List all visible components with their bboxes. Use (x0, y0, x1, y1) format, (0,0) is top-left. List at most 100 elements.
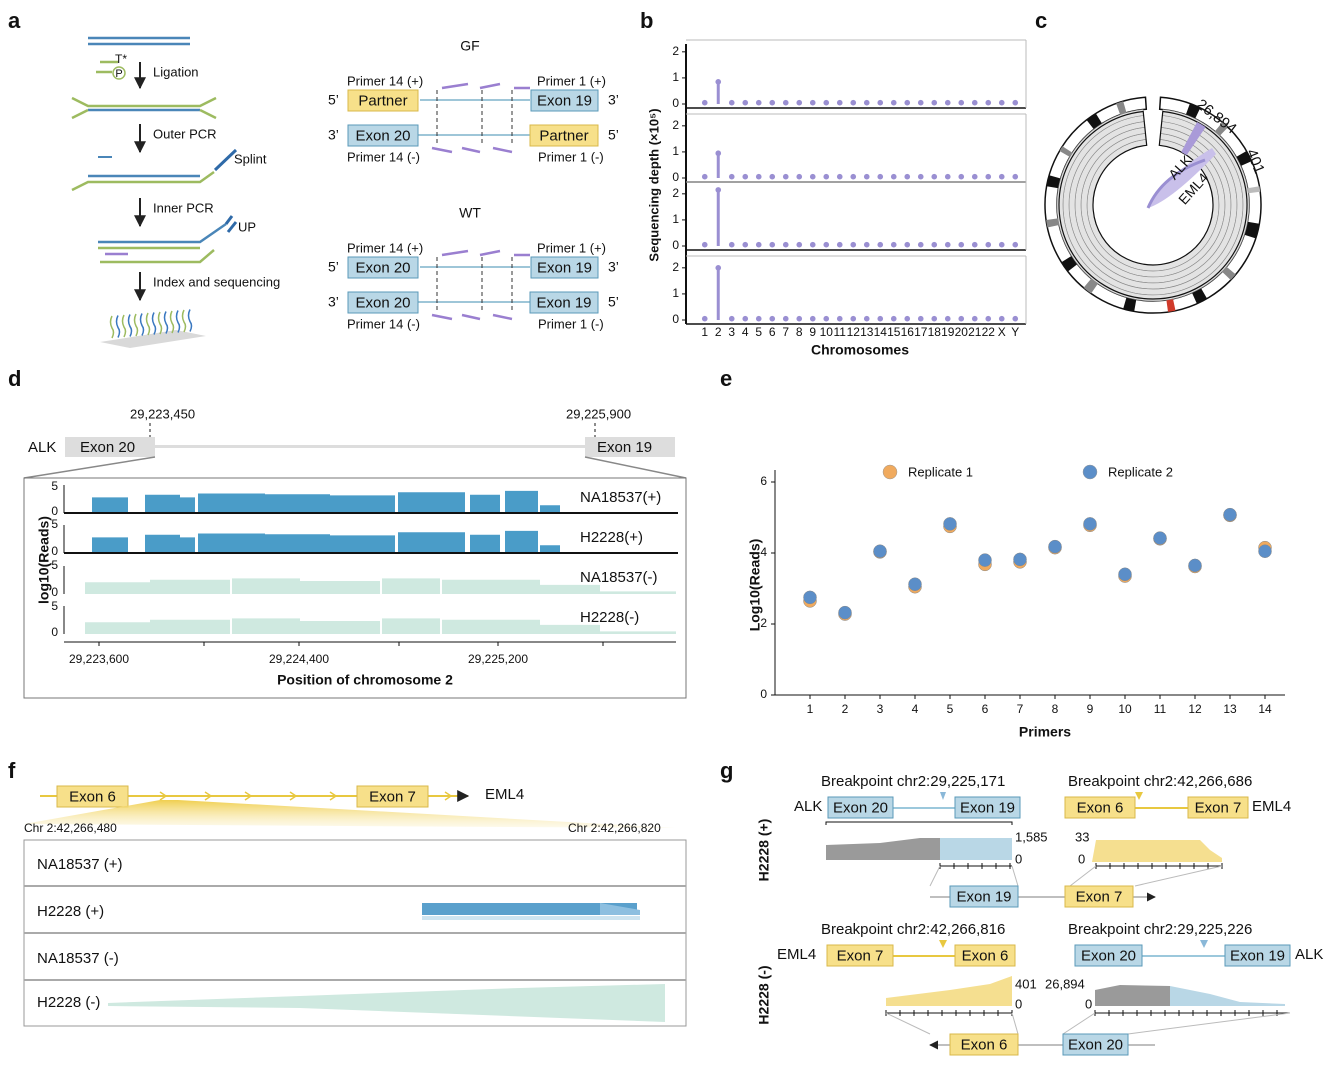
y-tick-label: 2 (672, 118, 679, 132)
coverage (1170, 986, 1285, 1006)
shape (151, 312, 157, 335)
point (1188, 558, 1202, 573)
shape (109, 315, 115, 339)
shape (71, 170, 215, 192)
dot (985, 315, 992, 322)
dot (728, 99, 735, 106)
dot (985, 99, 992, 106)
dot (769, 241, 776, 248)
label: EML4 (485, 786, 524, 803)
panel-label: c (1035, 8, 1047, 33)
point (873, 544, 887, 558)
x-tick-label: 5 (755, 325, 762, 339)
dot (917, 99, 924, 106)
dot (904, 173, 911, 180)
shape (157, 311, 163, 335)
legend-swatch (882, 464, 898, 480)
x-tick-label: 11 (834, 325, 847, 339)
exon-label: Exon 19 (537, 92, 592, 109)
dot (728, 315, 735, 322)
primer-label: Primer 14 (+) (347, 240, 423, 255)
x-tick-label: 17 (914, 325, 928, 339)
dot (823, 241, 830, 248)
dot (715, 265, 722, 271)
dot (809, 99, 816, 106)
exon-label: Exon 19 (537, 259, 592, 276)
exon-box (949, 1033, 1019, 1056)
exon-box (585, 437, 675, 457)
y-tick-label: 1 (672, 212, 679, 226)
dot (701, 315, 708, 322)
label: Chr 2:42,266,820 (568, 821, 661, 835)
coverage (940, 838, 1012, 860)
point (838, 605, 852, 620)
dot (728, 173, 735, 180)
label: ALK (28, 439, 56, 456)
label: Splint (234, 151, 267, 166)
x-tick-label: 16 (901, 325, 915, 339)
point (908, 577, 922, 591)
dot (904, 315, 911, 322)
dot (742, 173, 749, 180)
x-axis-label: Primers (1019, 724, 1071, 740)
shape (187, 309, 193, 332)
dot (958, 315, 965, 322)
coverage (600, 903, 640, 915)
exon-label: Exon 19 (597, 439, 652, 456)
exon-box (347, 291, 419, 314)
exon-label: Exon 19 (536, 294, 591, 311)
primer-label: Primer 1 (-) (538, 149, 604, 164)
label: 3’ (608, 92, 619, 108)
primer-label: Primer 1 (-) (538, 316, 604, 331)
track-tick: 0 (51, 504, 58, 518)
x-tick-label: 14 (874, 325, 888, 339)
dot (809, 241, 816, 248)
dot (782, 99, 789, 106)
dot (877, 99, 884, 106)
shape (145, 312, 151, 336)
legend-label: Replicate 1 (908, 464, 973, 479)
exon-label: Exon 20 (355, 259, 410, 276)
dot (715, 150, 722, 157)
coverage (70, 578, 676, 594)
exon-label: Exon 7 (369, 788, 416, 805)
coverage (1092, 840, 1222, 862)
dot (755, 315, 762, 322)
step-label: Index and sequencing (153, 274, 280, 289)
point (1258, 544, 1272, 558)
exon-box (529, 291, 599, 314)
label: 0 (1015, 851, 1022, 866)
label: 0 (1078, 851, 1085, 866)
exon-box (954, 796, 1021, 819)
x-tick-label: 1 (807, 702, 814, 716)
track-tick: 0 (51, 544, 58, 558)
breakpoint: Breakpoint chr2:42,266,686 (1068, 773, 1252, 790)
shape (175, 310, 181, 333)
dot (877, 241, 884, 248)
x-tick-label: 8 (796, 325, 803, 339)
shape (100, 249, 215, 264)
point (943, 517, 957, 531)
shape (181, 309, 187, 333)
track-label: H2228(-) (580, 609, 639, 626)
exon-box (56, 785, 129, 808)
dot (931, 99, 938, 106)
y-tick-label: 1 (672, 286, 679, 300)
panel-label: g (720, 758, 733, 783)
x-tick-label: 9 (1087, 702, 1094, 716)
x-tick-label: 18 (928, 325, 942, 339)
x-tick-label: 10 (1118, 702, 1132, 716)
label: ALK (794, 798, 822, 815)
x-tick-label: 20 (955, 325, 969, 339)
dot (944, 173, 951, 180)
dot (863, 173, 870, 180)
y-tick-label: 0 (672, 238, 679, 252)
row-label: NA18537 (+) (37, 856, 122, 873)
exon-box (347, 256, 419, 279)
shape (71, 108, 217, 120)
breakpoint-marker (1135, 792, 1143, 800)
x-tick-label: 2 (842, 702, 849, 716)
y-tick-label: 6 (760, 474, 767, 488)
x-tick-label: 19 (941, 325, 955, 339)
dot (850, 99, 857, 106)
